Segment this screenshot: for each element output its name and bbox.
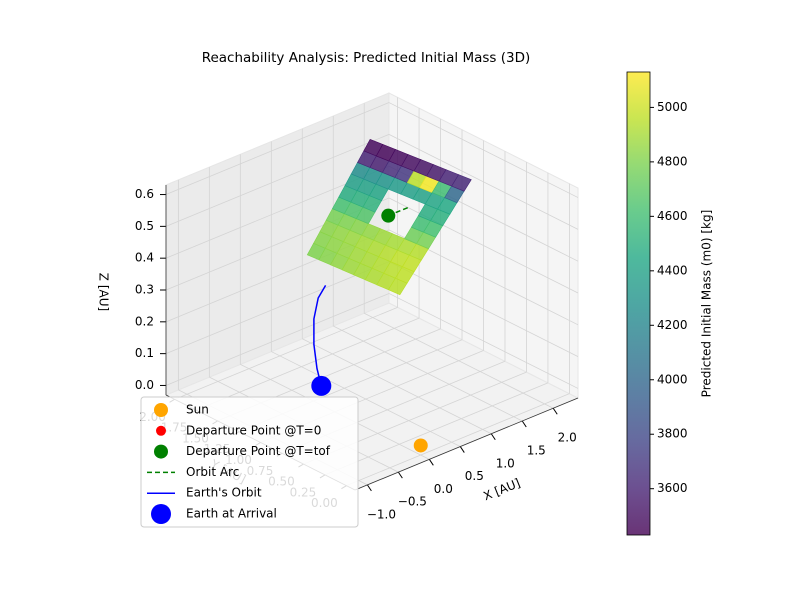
legend-label: Earth's Orbit bbox=[186, 486, 262, 500]
colorbar bbox=[626, 71, 651, 536]
legend-label: Earth at Arrival bbox=[186, 507, 277, 521]
legend-marker bbox=[156, 425, 166, 436]
legend-box bbox=[140, 396, 359, 528]
line bbox=[313, 285, 327, 387]
legend-marker bbox=[154, 403, 168, 417]
colorbar-tick-label: 4600 bbox=[657, 209, 688, 223]
z-tick-label: 0.3 bbox=[135, 283, 154, 297]
point bbox=[311, 375, 332, 396]
grid-line bbox=[165, 261, 390, 355]
colorbar-tick-label: 4200 bbox=[657, 318, 688, 332]
x-tick bbox=[490, 433, 496, 441]
point bbox=[381, 208, 396, 223]
grid-line bbox=[388, 293, 579, 389]
z-tick-label: 0.6 bbox=[135, 187, 154, 201]
z-tick-label: 0.0 bbox=[135, 378, 154, 392]
z-tick-label: 0.2 bbox=[135, 314, 154, 328]
grid-line bbox=[388, 134, 579, 230]
z-axis-label: Z [AU] bbox=[97, 273, 111, 311]
x-tick bbox=[428, 459, 434, 466]
grid-line bbox=[174, 306, 398, 400]
colorbar-tick-label: 3800 bbox=[657, 427, 688, 441]
line bbox=[388, 206, 411, 217]
colorbar-tick-label: 5000 bbox=[657, 100, 688, 114]
grid-line bbox=[165, 133, 390, 227]
x-tick bbox=[459, 446, 465, 453]
x-tick-label: 0.0 bbox=[434, 482, 453, 496]
legend-marker bbox=[151, 504, 171, 524]
legend-label: Orbit Arc bbox=[186, 465, 239, 479]
z-tick-label: 0.4 bbox=[135, 251, 154, 265]
legend-label: Departure Point @T=0 bbox=[186, 423, 321, 437]
surface-cell bbox=[451, 174, 472, 192]
x-tick bbox=[366, 484, 372, 492]
grid-line bbox=[195, 317, 420, 411]
legend-label: Sun bbox=[186, 403, 209, 417]
colorbar-tick-label: 4800 bbox=[657, 154, 688, 168]
colorbar-label: Predicted Initial Mass (m0) [kg] bbox=[700, 210, 714, 398]
grid-line bbox=[324, 382, 549, 476]
axis-line bbox=[354, 397, 579, 491]
x-tick bbox=[521, 420, 527, 428]
colorbar-tick-label: 4400 bbox=[657, 263, 688, 277]
x-tick bbox=[552, 407, 558, 415]
z-tick-label: 0.5 bbox=[135, 219, 154, 233]
chart-title: Reachability Analysis: Predicted Initial… bbox=[202, 50, 531, 66]
grid-line bbox=[388, 261, 579, 357]
grid-line bbox=[346, 393, 570, 487]
x-tick-label: −1.0 bbox=[367, 507, 396, 521]
legend-label: Departure Point @T=tof bbox=[186, 444, 331, 458]
grid-line bbox=[165, 293, 390, 386]
colorbar-tick-label: 4000 bbox=[657, 372, 688, 386]
point bbox=[413, 438, 428, 453]
x-tick-label: 1.5 bbox=[527, 444, 546, 458]
x-tick-label: 2.0 bbox=[558, 431, 577, 445]
x-tick-label: 1.0 bbox=[496, 456, 515, 470]
legend-marker bbox=[154, 444, 168, 459]
grid-line bbox=[165, 102, 390, 195]
grid-line bbox=[388, 102, 579, 198]
x-tick-label: −0.5 bbox=[398, 495, 427, 509]
x-tick bbox=[397, 471, 403, 479]
x-axis-label: X [AU] bbox=[481, 476, 522, 503]
colorbar-tick-label: 3600 bbox=[657, 481, 688, 495]
x-tick-label: 0.5 bbox=[465, 469, 484, 483]
z-tick-label: 0.1 bbox=[135, 346, 154, 360]
